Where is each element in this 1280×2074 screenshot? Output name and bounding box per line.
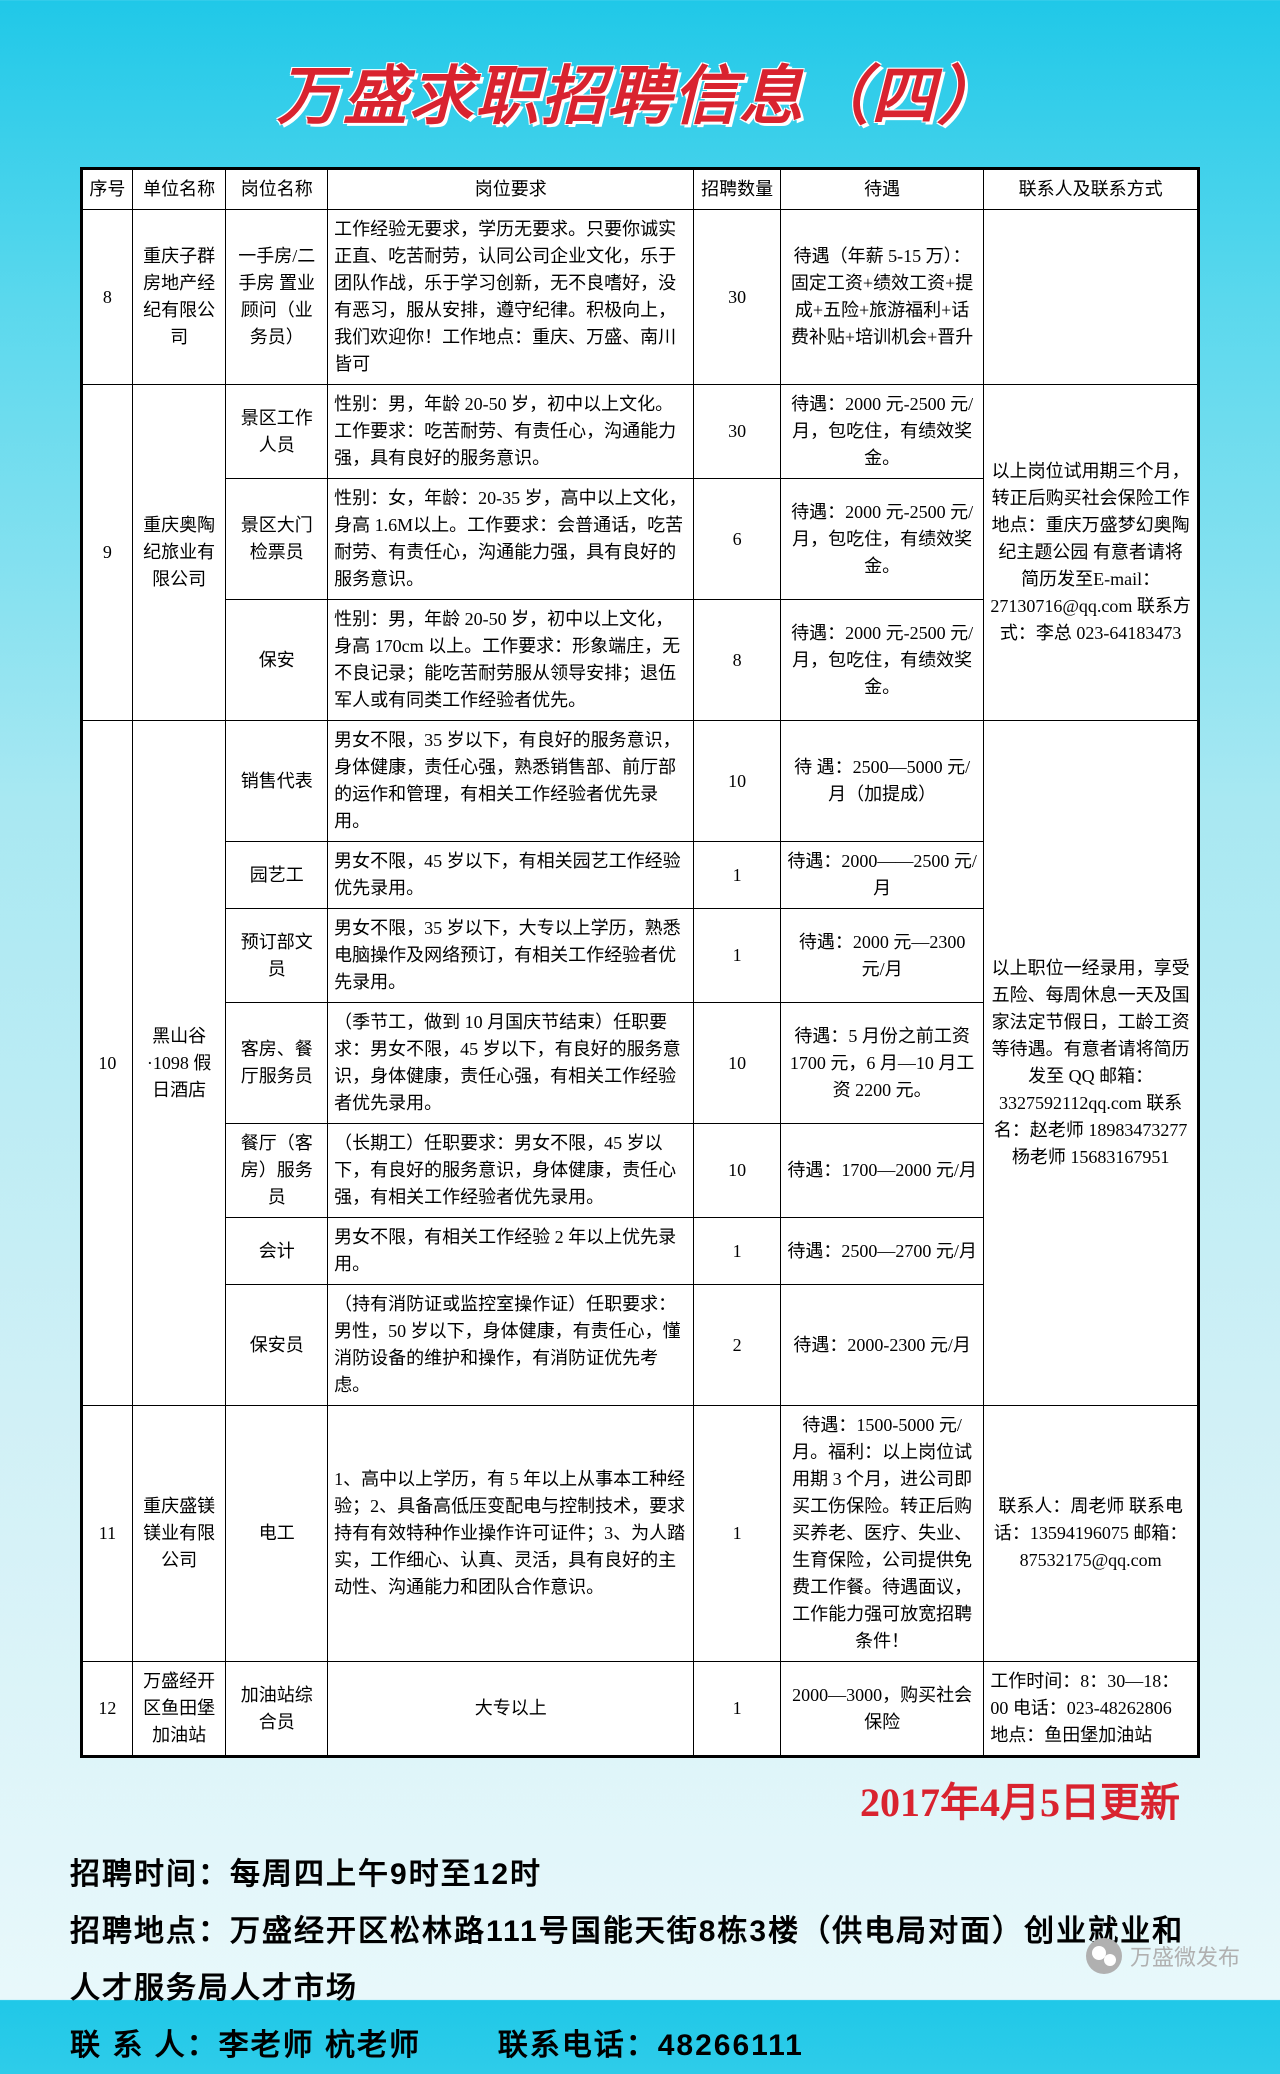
cell-pos: 电工 <box>226 1406 328 1662</box>
cell-sal: 待遇：5 月份之前工资 1700 元，6 月—10 月工资 2200 元。 <box>780 1003 983 1124</box>
cell-req: 工作经验无要求，学历无要求。只要你诚实正直、吃苦耐劳，认同公司企业文化，乐于团队… <box>328 210 694 385</box>
cell-sal: 待遇：2000-2300 元/月 <box>780 1285 983 1406</box>
cell-pos: 园艺工 <box>226 842 328 909</box>
table-row: 9 重庆奥陶纪旅业有限公司 景区工作人员 性别：男，年龄 20-50 岁，初中以… <box>83 385 1198 479</box>
cell-pos: 餐厅（客房）服务员 <box>226 1124 328 1218</box>
cell-pos: 一手房/二手房 置业顾问（业务员） <box>226 210 328 385</box>
cell-sal: 待遇：2000 元-2500 元/月，包吃住，有绩效奖金。 <box>780 479 983 600</box>
footer-time: 招聘时间：每周四上午9时至12时 <box>70 1846 1210 1903</box>
th-req: 岗位要求 <box>328 170 694 210</box>
cell-unit: 重庆子群房地产经纪有限公司 <box>132 210 226 385</box>
cell-sal: 待 遇：2500—5000 元/月（加提成） <box>780 721 983 842</box>
cell-req: 男女不限，35 岁以下，大专以上学历，熟悉电脑操作及网络预订，有相关工作经验者优… <box>328 909 694 1003</box>
cell-req: 性别：男，年龄 20-50 岁，初中以上文化。工作要求：吃苦耐劳、有责任心，沟通… <box>328 385 694 479</box>
cell-unit: 万盛经开区鱼田堡加油站 <box>132 1662 226 1756</box>
th-seq: 序号 <box>83 170 133 210</box>
table-row: 8 重庆子群房地产经纪有限公司 一手房/二手房 置业顾问（业务员） 工作经验无要… <box>83 210 1198 385</box>
cell-sal: 待遇：2000 元-2500 元/月，包吃住，有绩效奖金。 <box>780 600 983 721</box>
cell-ctc: 工作时间：8：30—18：00 电话：023-48262806 地点：鱼田堡加油… <box>984 1662 1198 1756</box>
wechat-icon <box>1086 1938 1122 1974</box>
cell-sal: 待遇：2000 元-2500 元/月，包吃住，有绩效奖金。 <box>780 385 983 479</box>
th-ctc: 联系人及联系方式 <box>984 170 1198 210</box>
cell-qty: 1 <box>694 1406 780 1662</box>
cell-req: （持有消防证或监控室操作证）任职要求：男性，50 岁以下，身体健康，有责任心，懂… <box>328 1285 694 1406</box>
cell-seq: 9 <box>83 385 133 721</box>
cell-req: （长期工）任职要求：男女不限，45 岁以下，有良好的服务意识，身体健康，责任心强… <box>328 1124 694 1218</box>
cell-qty: 6 <box>694 479 780 600</box>
cell-sal: 待遇（年薪 5-15 万）：固定工资+绩效工资+提成+五险+旅游福利+话费补贴+… <box>780 210 983 385</box>
cell-ctc: 以上职位一经录用，享受五险、每周休息一天及国家法定节假日，工龄工资等待遇。有意者… <box>984 721 1198 1406</box>
wechat-name: 万盛微发布 <box>1130 1940 1240 1972</box>
cell-sal: 待遇：2000 元—2300 元/月 <box>780 909 983 1003</box>
table-header-row: 序号 单位名称 岗位名称 岗位要求 招聘数量 待遇 联系人及联系方式 <box>83 170 1198 210</box>
cell-req: 1、高中以上学历，有 5 年以上从事本工种经验；2、具备高低压变配电与控制技术，… <box>328 1406 694 1662</box>
cell-qty: 10 <box>694 1124 780 1218</box>
cell-qty: 1 <box>694 1218 780 1285</box>
footer-tel: 联系电话：48266111 <box>498 2029 804 2062</box>
cell-req: 男女不限，有相关工作经验 2 年以上优先录用。 <box>328 1218 694 1285</box>
cell-req: （季节工，做到 10 月国庆节结束）任职要求：男女不限，45 岁以下，有良好的服… <box>328 1003 694 1124</box>
cell-pos: 客房、餐厅服务员 <box>226 1003 328 1124</box>
cell-qty: 10 <box>694 1003 780 1124</box>
cell-ctc: 联系人：周老师 联系电话：13594196075 邮箱：87532175@qq.… <box>984 1406 1198 1662</box>
page-title: 万盛求职招聘信息（四） <box>0 0 1280 157</box>
cell-req: 性别：女，年龄：20-35 岁，高中以上文化，身高 1.6M以上。工作要求：会普… <box>328 479 694 600</box>
update-date: 2017年4月5日更新 <box>0 1770 1180 1828</box>
cell-sal: 待遇：2000——2500 元/月 <box>780 842 983 909</box>
cell-seq: 11 <box>83 1406 133 1662</box>
cell-qty: 10 <box>694 721 780 842</box>
wechat-badge: 万盛微发布 <box>1086 1938 1240 1974</box>
cell-unit: 重庆奥陶纪旅业有限公司 <box>132 385 226 721</box>
cell-qty: 1 <box>694 1662 780 1756</box>
cell-req: 大专以上 <box>328 1662 694 1756</box>
cell-qty: 1 <box>694 909 780 1003</box>
cell-qty: 30 <box>694 210 780 385</box>
cell-pos: 销售代表 <box>226 721 328 842</box>
cell-pos: 加油站综合员 <box>226 1662 328 1756</box>
cell-pos: 景区工作人员 <box>226 385 328 479</box>
cell-pos: 预订部文员 <box>226 909 328 1003</box>
cell-pos: 保安员 <box>226 1285 328 1406</box>
cell-sal: 待遇：1500-5000 元/月。福利：以上岗位试用期 3 个月，进公司即买工伤… <box>780 1406 983 1662</box>
job-table: 序号 单位名称 岗位名称 岗位要求 招聘数量 待遇 联系人及联系方式 8 重庆子… <box>82 169 1198 1756</box>
cell-sal: 待遇：1700—2000 元/月 <box>780 1124 983 1218</box>
cell-qty: 1 <box>694 842 780 909</box>
cell-qty: 30 <box>694 385 780 479</box>
th-unit: 单位名称 <box>132 170 226 210</box>
footer-info: 招聘时间：每周四上午9时至12时 招聘地点：万盛经开区松林路111号国能天街8栋… <box>70 1846 1210 2074</box>
cell-qty: 8 <box>694 600 780 721</box>
cell-seq: 8 <box>83 210 133 385</box>
table-row: 12 万盛经开区鱼田堡加油站 加油站综合员 大专以上 1 2000—3000，购… <box>83 1662 1198 1756</box>
cell-pos: 会计 <box>226 1218 328 1285</box>
th-qty: 招聘数量 <box>694 170 780 210</box>
cell-ctc: 以上岗位试用期三个月，转正后购买社会保险工作地点：重庆万盛梦幻奥陶纪主题公园 有… <box>984 385 1198 721</box>
cell-req: 男女不限，45 岁以下，有相关园艺工作经验优先录用。 <box>328 842 694 909</box>
cell-req: 男女不限，35 岁以下，有良好的服务意识，身体健康，责任心强，熟悉销售部、前厅部… <box>328 721 694 842</box>
table-row: 10 黑山谷·1098 假日酒店 销售代表 男女不限，35 岁以下，有良好的服务… <box>83 721 1198 842</box>
cell-sal: 待遇：2500—2700 元/月 <box>780 1218 983 1285</box>
cell-pos: 保安 <box>226 600 328 721</box>
job-table-container: 序号 单位名称 岗位名称 岗位要求 招聘数量 待遇 联系人及联系方式 8 重庆子… <box>80 167 1200 1758</box>
cell-req: 性别：男，年龄 20-50 岁，初中以上文化，身高 170cm 以上。工作要求：… <box>328 600 694 721</box>
cell-qty: 2 <box>694 1285 780 1406</box>
cell-seq: 12 <box>83 1662 133 1756</box>
cell-pos: 景区大门检票员 <box>226 479 328 600</box>
cell-sal: 2000—3000，购买社会保险 <box>780 1662 983 1756</box>
cell-seq: 10 <box>83 721 133 1406</box>
cell-unit: 黑山谷·1098 假日酒店 <box>132 721 226 1406</box>
cell-unit: 重庆盛镁镁业有限公司 <box>132 1406 226 1662</box>
table-row: 11 重庆盛镁镁业有限公司 电工 1、高中以上学历，有 5 年以上从事本工种经验… <box>83 1406 1198 1662</box>
th-pos: 岗位名称 <box>226 170 328 210</box>
cell-ctc <box>984 210 1198 385</box>
th-sal: 待遇 <box>780 170 983 210</box>
footer-contact: 联 系 人：李老师 杭老师 <box>70 2029 421 2062</box>
